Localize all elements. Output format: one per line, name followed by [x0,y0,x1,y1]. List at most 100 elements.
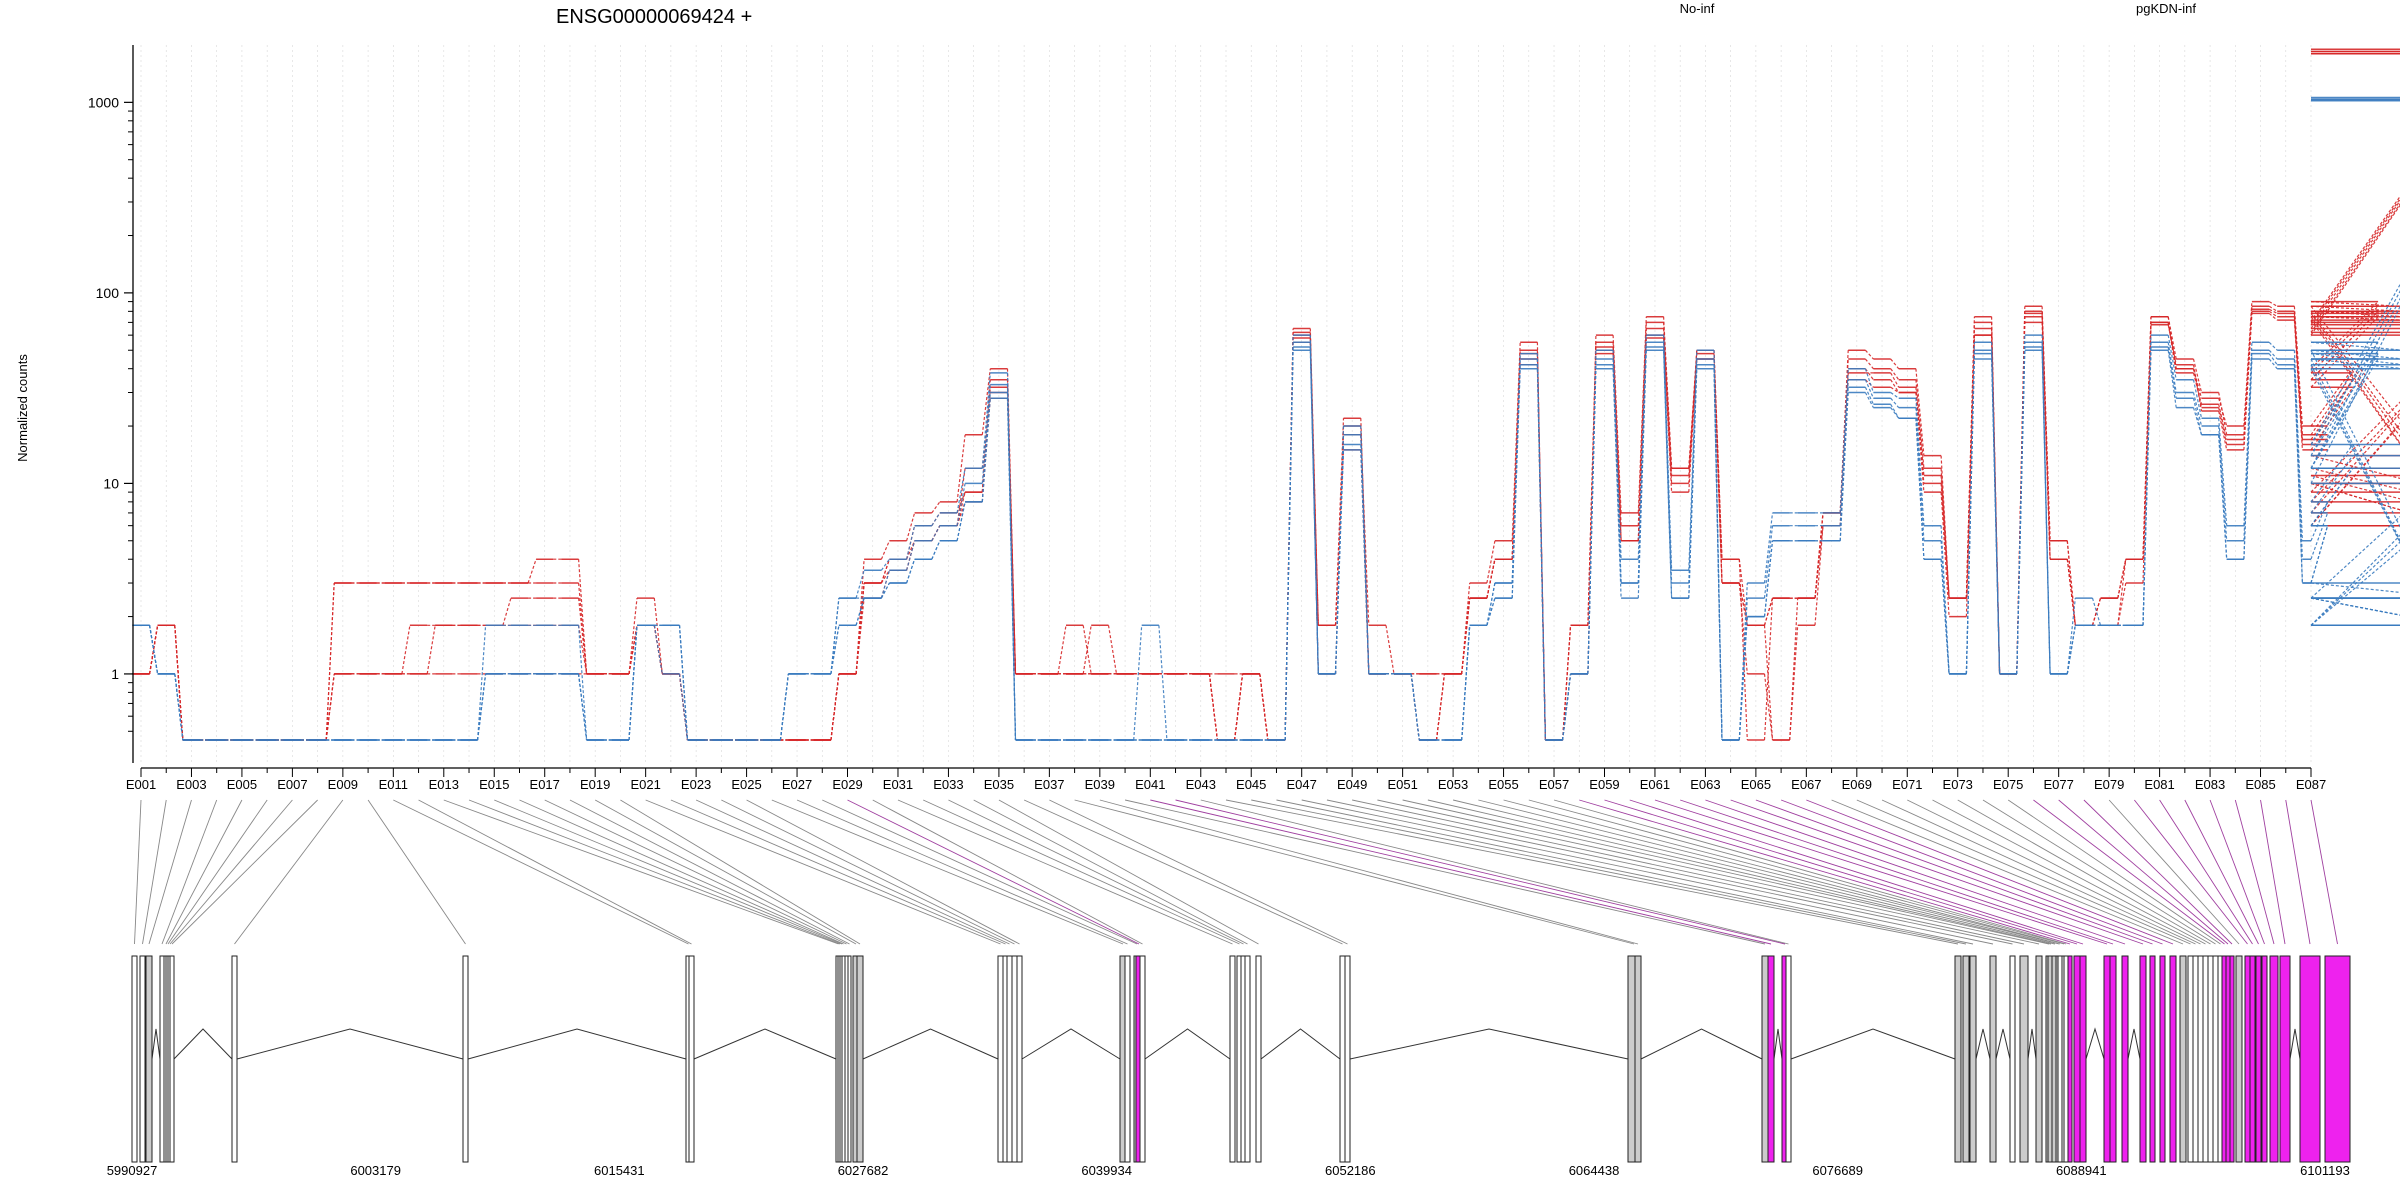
y-axis-label: Normalized counts [15,354,30,462]
exon-block [2019,955,2029,1163]
exon-block [1344,955,1351,1163]
series-sample-no-inf [132,52,2400,741]
exon-mapping-line [2310,799,2338,945]
exon-mapping-line [1124,799,1766,945]
gene-model [131,955,2351,1163]
exon-block [2109,955,2117,1163]
x-tick-label: E069 [1842,777,1872,792]
exon-block [145,955,153,1163]
exon-mapping-line [1957,799,2211,945]
x-tick-label: E007 [277,777,307,792]
exon-block [2073,955,2081,1163]
exon-block [1785,955,1792,1163]
exon-mapping-line [468,799,841,945]
exon-mapping-line [620,799,861,945]
exon-mapping-line [695,799,1010,945]
series-sample-no-inf [132,50,2400,741]
exon-mapping-line [1023,799,1343,945]
y-tick-label: 10 [103,475,119,491]
exon-mapping-line [1427,799,2052,945]
exon-mapping-line [2134,799,2248,945]
exon-block [159,955,165,1163]
exon-block [1634,955,1642,1163]
series-sample-pgkdn-inf [132,99,2400,741]
exon-mapping-line [171,799,318,945]
exon-block [2207,955,2214,1163]
series-sample-pgkdn-inf [132,96,2400,741]
gene-title: ENSG00000069424 + [556,6,752,28]
exon-mapping-line [544,799,847,945]
exon-mapping-line [1982,799,2216,945]
legend-label-pgkdn-inf: pgKDN-inf [2136,1,2196,16]
exon-block [2212,955,2219,1163]
coordinate-label: 6101193 [2300,1163,2350,1178]
intron-connector [1349,1028,1629,1060]
x-axis: E001 E003 E005 E007 E009 E011 E013 E015 E017 E019… [126,767,2326,792]
exon-block [1006,955,1013,1163]
intron-connector [1975,1028,1991,1060]
exon-block [1989,955,1997,1163]
exon-block [2225,955,2231,1163]
x-tick-label: E021 [630,777,660,792]
x-tick-label: E057 [1539,777,1569,792]
exon-mapping-line [594,799,857,945]
exon-block [1229,955,1236,1163]
exon-mapping-line [418,799,692,945]
exon-mapping-line [367,799,466,945]
intron-connector [151,1028,161,1060]
exon-mapping-line [2260,799,2286,945]
exon-block [2261,955,2268,1163]
exon-mapping-line [2285,799,2311,945]
exon-mapping-line [1225,799,1959,945]
x-tick-label: E027 [782,777,812,792]
exon-mapping-line [494,799,843,945]
exon-mapping-line [1780,799,2163,945]
exon-mapping-line [2159,799,2253,945]
exon-block [1124,955,1131,1163]
genomic-coordinates: 5990927 6003179 6015431 6027682 6039934 60521… [107,1163,2350,1178]
exon-mapping-line [393,799,689,945]
intron-connector [862,1028,999,1060]
exon-mapping-line [1326,799,2013,945]
exon-block [2149,955,2156,1163]
intron-connector [1790,1028,1956,1060]
exon-mapping-line [443,799,839,945]
exon-block [997,955,1004,1163]
x-tick-label: E079 [2094,777,2124,792]
exon-mapping-line [1730,799,2144,945]
coordinate-label: 6027682 [838,1163,889,1178]
x-tick-label: E017 [530,777,560,792]
exon-mapping-line [721,799,1015,945]
coordinate-label: 5990927 [107,1163,158,1178]
intron-connector [2027,1028,2037,1060]
intron-connector [2127,1028,2141,1060]
x-tick-label: E013 [429,777,459,792]
x-tick-label: E035 [984,777,1014,792]
exon-mapping-line [1452,799,2056,945]
intron-connector [1773,1028,1783,1060]
x-tick-label: E037 [1034,777,1064,792]
x-tick-label: E043 [1186,777,1216,792]
exon-mapping-line [872,799,1143,945]
exon-block [169,955,175,1163]
coordinate-label: 6039934 [1081,1163,1132,1178]
exon-mapping-line [1099,799,1639,945]
x-tick-label: E087 [2296,777,2326,792]
series-sample-pgkdn-inf [132,98,2400,741]
exon-mapping-line [519,799,844,945]
x-tick-label: E023 [681,777,711,792]
exon-mapping-line [1251,799,1967,945]
exon-mapping-line [1907,799,2201,945]
exon-mapping-line [1755,799,2153,945]
exon-block [139,955,146,1163]
exon-mapping-line [1604,799,2078,945]
x-tick-label: E051 [1387,777,1417,792]
exon-block [2324,955,2351,1163]
exon-block [2244,955,2251,1163]
intron-connector [173,1028,233,1060]
x-tick-label: E045 [1236,777,1266,792]
coordinate-label: 6088941 [2056,1163,2107,1178]
x-tick-label: E039 [1085,777,1115,792]
exon-mapping-line [822,799,1138,945]
